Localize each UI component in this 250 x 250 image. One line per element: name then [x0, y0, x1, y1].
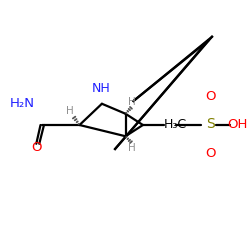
Text: OH: OH [227, 118, 248, 131]
Text: NH: NH [92, 82, 111, 94]
Text: H₃C: H₃C [164, 118, 187, 131]
Text: O: O [205, 147, 215, 160]
Text: H: H [128, 143, 136, 153]
Text: H₂N: H₂N [10, 97, 35, 110]
Text: O: O [205, 90, 215, 103]
Text: H: H [66, 106, 74, 116]
Text: S: S [206, 118, 214, 132]
Text: H: H [128, 97, 136, 107]
Text: O: O [31, 141, 41, 154]
